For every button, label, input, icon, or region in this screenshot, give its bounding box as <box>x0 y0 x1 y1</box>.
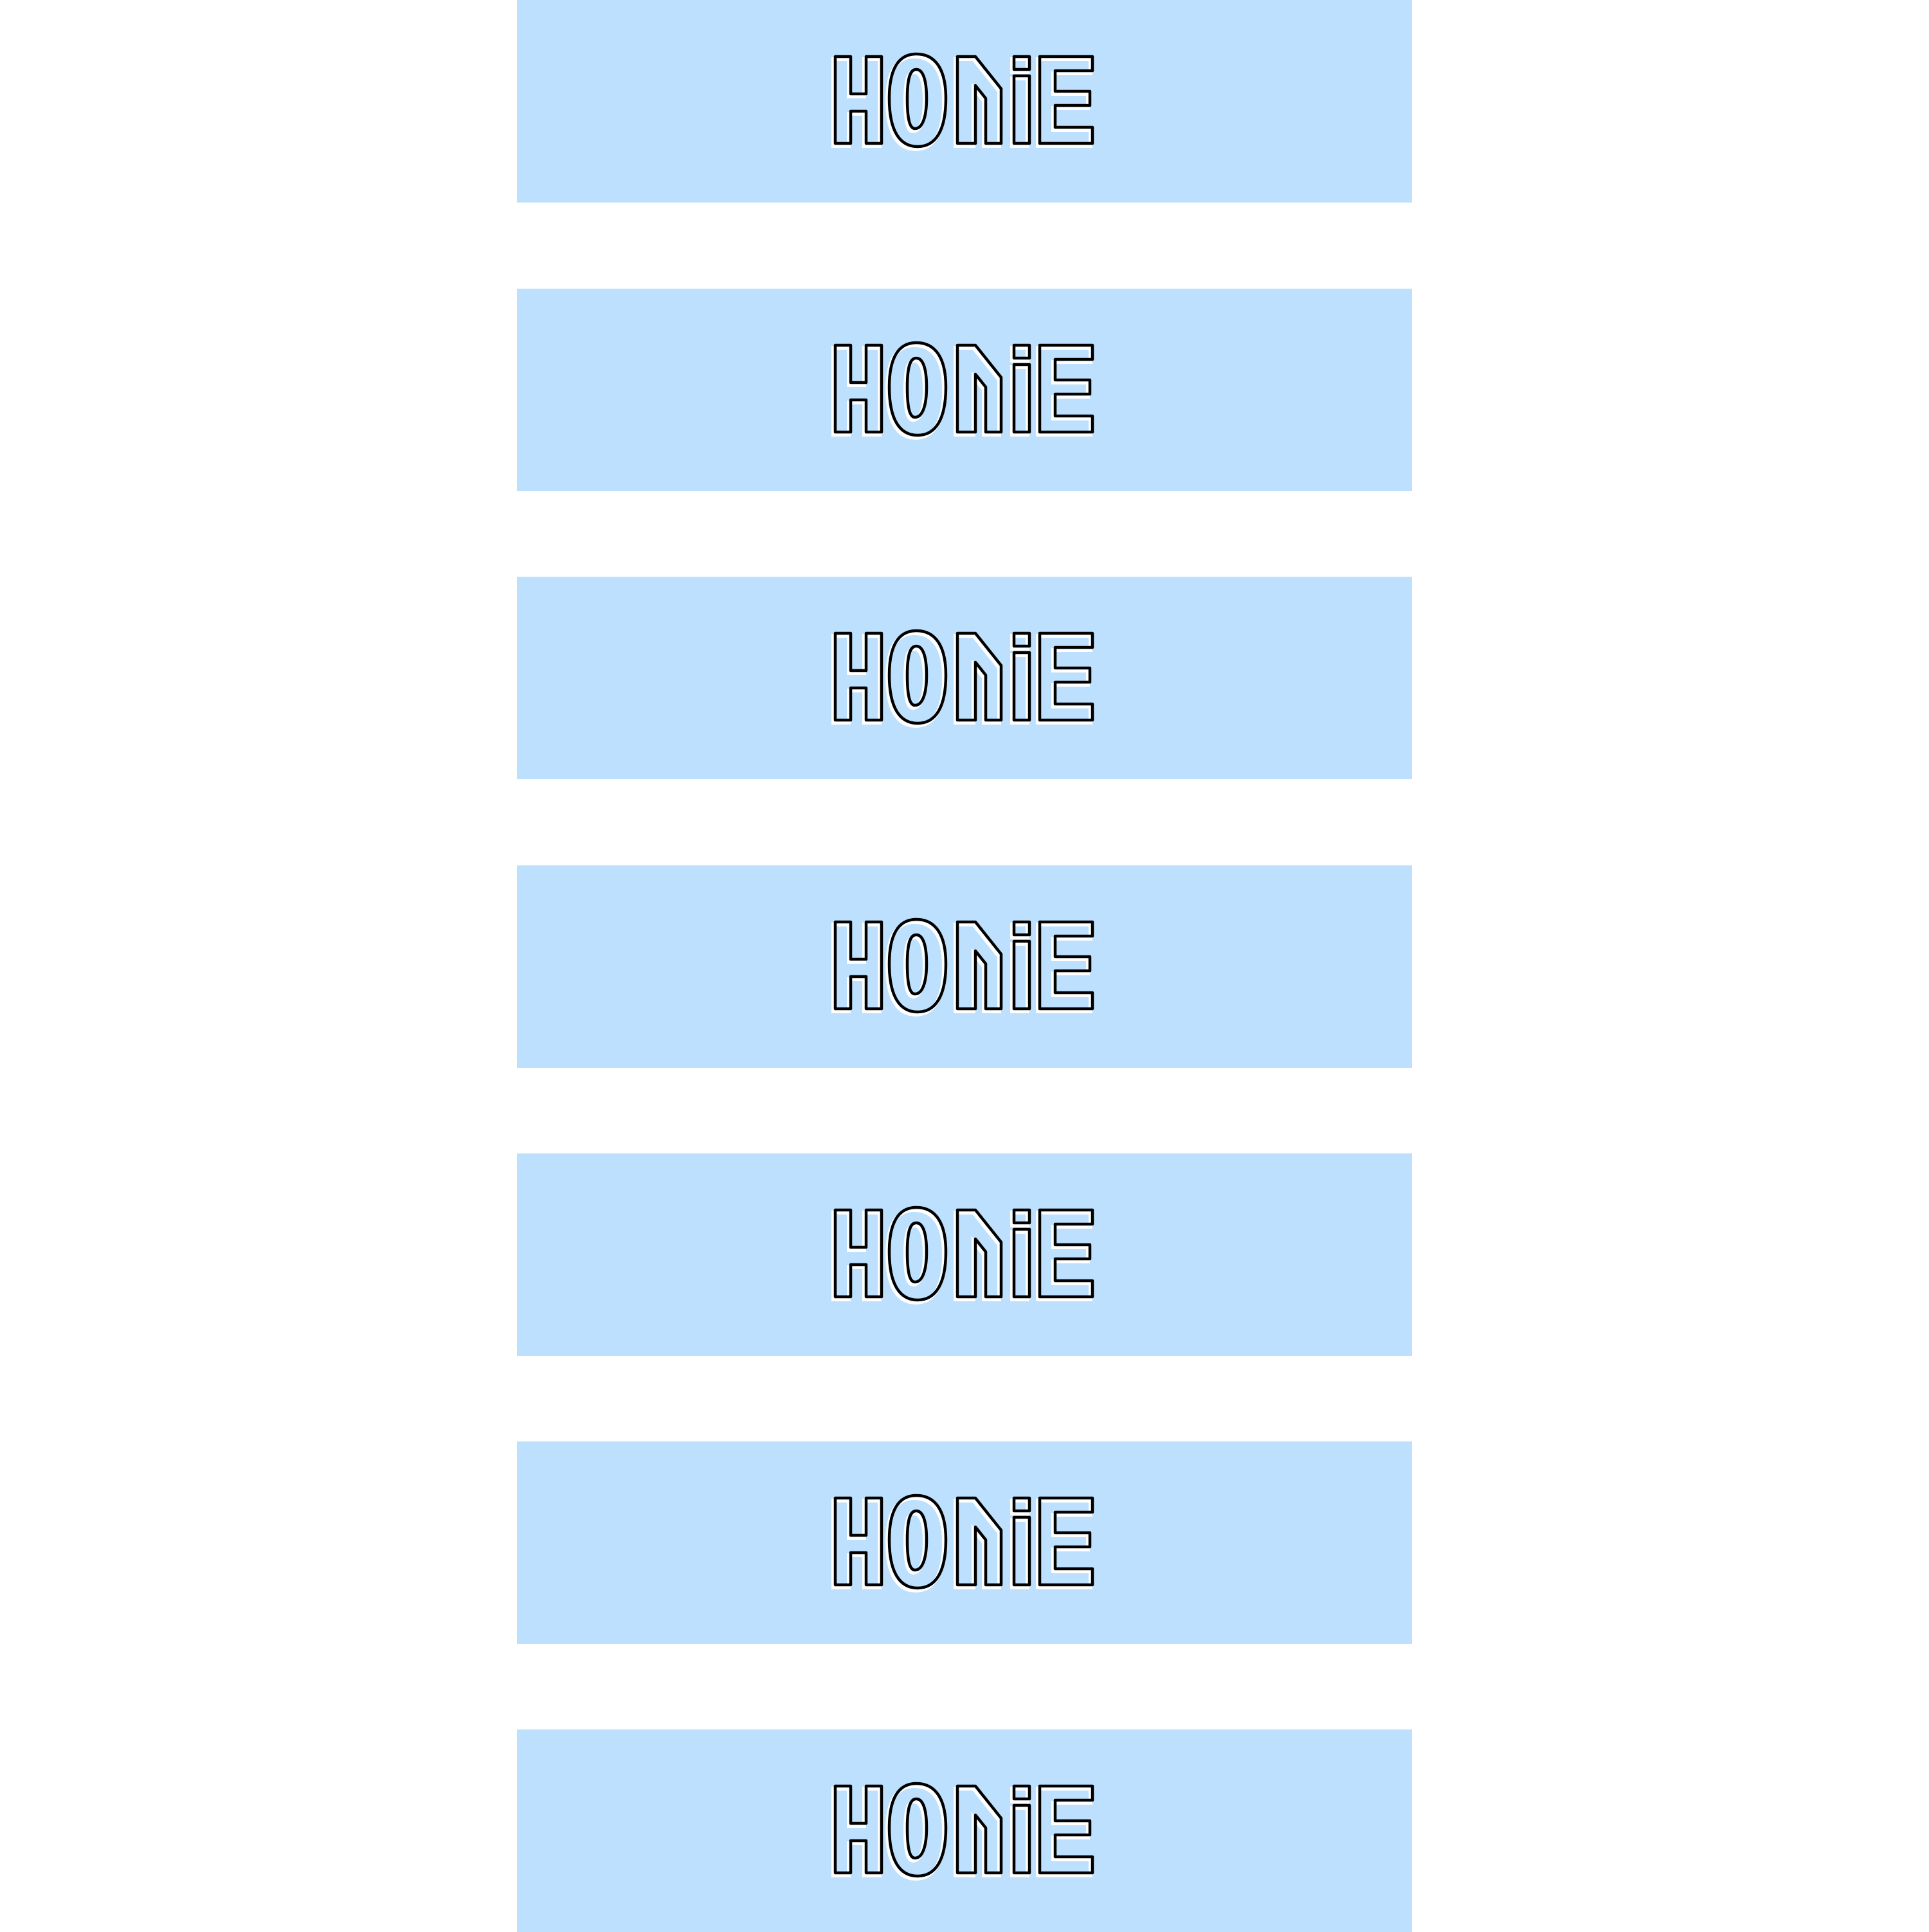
letter-h-shadow <box>831 1786 882 1877</box>
wordmark-graphic: HOMIE <box>831 629 1094 728</box>
letter-i <box>1012 631 1031 721</box>
wordmark-graphic: HOMIE <box>831 341 1094 440</box>
letter-n-shadow <box>954 1786 1001 1877</box>
letter-e-shadow <box>1036 1786 1092 1877</box>
letter-i-shadow <box>1010 345 1029 437</box>
letter-n-shadow <box>954 1210 1001 1301</box>
letter-o <box>887 1494 948 1589</box>
letter-i-shadow <box>1010 633 1029 725</box>
letter-i-shadow <box>1010 1786 1029 1877</box>
wordmark: HOMIE <box>826 627 1103 730</box>
letter-n-shadow <box>954 922 1001 1013</box>
wordmark-outline <box>833 1205 1094 1301</box>
wordmark-outline <box>833 917 1094 1013</box>
letter-h <box>833 1496 883 1586</box>
wordmark: HOMIE <box>826 916 1103 1018</box>
letter-n <box>955 1784 1003 1874</box>
letter-n-shadow <box>954 1498 1001 1589</box>
letter-n-shadow <box>954 633 1001 725</box>
wordmark-shadow <box>831 919 1092 1016</box>
letter-e-shadow <box>1036 57 1092 148</box>
wordmark-graphic: HOMIE <box>831 52 1094 151</box>
wordmark-shadow <box>831 1207 1092 1305</box>
letter-h <box>833 631 883 721</box>
letter-h-shadow <box>831 57 882 148</box>
label-strip: HOMIE <box>517 1441 1412 1644</box>
letter-n <box>955 1208 1003 1298</box>
wordmark: HOMIE <box>826 50 1103 153</box>
wordmark-shadow <box>831 1495 1092 1593</box>
letter-e-shadow <box>1036 1498 1092 1589</box>
letter-h <box>833 1208 883 1298</box>
letter-e <box>1038 920 1094 1010</box>
letter-h <box>833 1784 883 1874</box>
letter-h <box>833 920 883 1010</box>
wordmark-outline <box>833 1494 1094 1589</box>
label-strip: HOMIE <box>517 1729 1412 1932</box>
letter-n <box>955 55 1003 145</box>
wordmark-shadow <box>831 54 1092 151</box>
letter-e <box>1038 631 1094 721</box>
wordmark-shadow <box>831 1783 1092 1881</box>
letter-o <box>887 341 948 437</box>
letter-o <box>887 1205 948 1301</box>
letter-e <box>1038 1208 1094 1298</box>
wordmark-graphic: HOMIE <box>831 1494 1094 1593</box>
letter-h-shadow <box>831 1210 882 1301</box>
letter-e <box>1038 343 1094 433</box>
letter-n <box>955 920 1003 1010</box>
label-strip: HOMIE <box>517 289 1412 491</box>
wordmark: HOMIE <box>826 1780 1103 1882</box>
wordmark-shadow <box>831 631 1092 728</box>
letter-e-shadow <box>1036 633 1092 725</box>
letter-h <box>833 55 883 145</box>
letter-i <box>1012 920 1031 1010</box>
letter-i <box>1012 1208 1031 1298</box>
label-strip: HOMIE <box>517 1153 1412 1356</box>
letter-n <box>955 1496 1003 1586</box>
letter-i-shadow <box>1010 922 1029 1013</box>
letter-e <box>1038 1496 1094 1586</box>
letter-i <box>1012 1784 1031 1874</box>
letter-e-shadow <box>1036 1210 1092 1301</box>
wordmark-graphic: HOMIE <box>831 917 1094 1016</box>
letter-n <box>955 343 1003 433</box>
label-strip: HOMIE <box>517 0 1412 203</box>
wordmark-graphic: HOMIE <box>831 1205 1094 1305</box>
label-strip: HOMIE <box>517 865 1412 1068</box>
wordmark-outline <box>833 52 1094 148</box>
letter-e-shadow <box>1036 922 1092 1013</box>
wordmark: HOMIE <box>826 339 1103 442</box>
wordmark-outline <box>833 341 1094 437</box>
letter-o <box>887 1782 948 1877</box>
letter-o <box>887 917 948 1013</box>
letter-h-shadow <box>831 922 882 1013</box>
letter-i-shadow <box>1010 1498 1029 1589</box>
letter-h-shadow <box>831 1498 882 1589</box>
letter-o <box>887 52 948 148</box>
letter-i-shadow <box>1010 1210 1029 1301</box>
letter-i-shadow <box>1010 57 1029 148</box>
letter-h <box>833 343 883 433</box>
wordmark: HOMIE <box>826 1204 1103 1306</box>
wordmark-outline <box>833 629 1094 725</box>
letter-e-shadow <box>1036 345 1092 437</box>
letter-e <box>1038 55 1094 145</box>
letter-h-shadow <box>831 345 882 437</box>
letter-o <box>887 629 948 725</box>
letter-n-shadow <box>954 57 1001 148</box>
letter-h-shadow <box>831 633 882 725</box>
wordmark-outline <box>833 1782 1094 1877</box>
letter-i <box>1012 55 1031 145</box>
wordmark-shadow <box>831 343 1092 440</box>
wordmark: HOMIE <box>826 1492 1103 1594</box>
letter-e <box>1038 1784 1094 1874</box>
letter-i <box>1012 1496 1031 1586</box>
letter-n-shadow <box>954 345 1001 437</box>
wordmark-graphic: HOMIE <box>831 1782 1094 1881</box>
letter-n <box>955 631 1003 721</box>
label-strip: HOMIE <box>517 577 1412 779</box>
letter-i <box>1012 343 1031 433</box>
